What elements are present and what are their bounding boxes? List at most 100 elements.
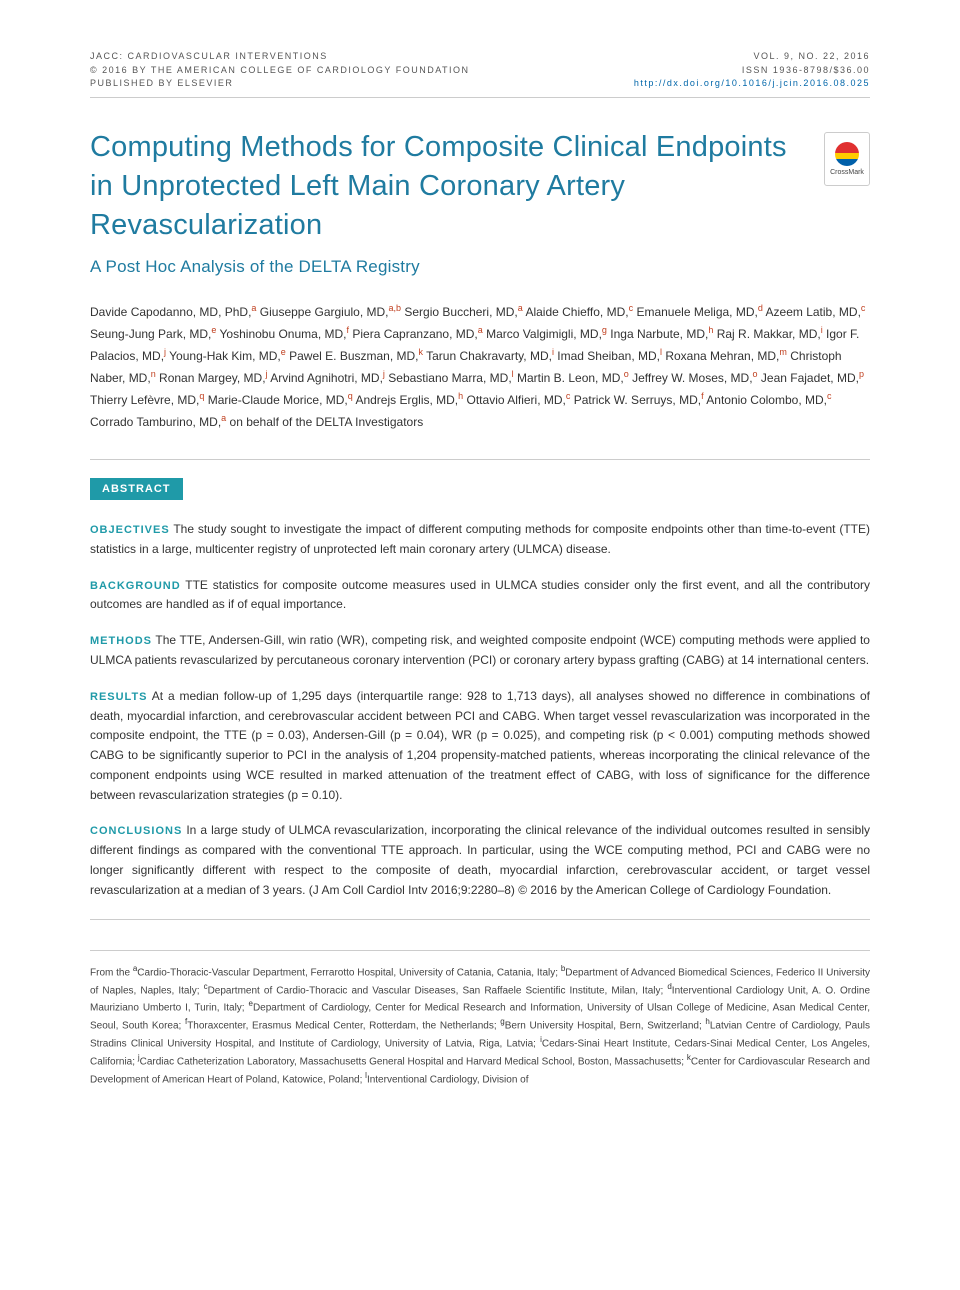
author: Marco Valgimigli, MD, xyxy=(486,327,602,341)
abstract-badge: ABSTRACT xyxy=(90,478,183,500)
authors-tail: on behalf of the DELTA Investigators xyxy=(230,415,424,429)
article-title: Computing Methods for Composite Clinical… xyxy=(90,128,870,245)
author-affiliation-ref: m xyxy=(779,347,787,357)
copyright-line: © 2016 BY THE AMERICAN COLLEGE OF CARDIO… xyxy=(90,64,470,78)
author-affiliation-ref: e xyxy=(211,325,216,335)
methods-head: METHODS xyxy=(90,635,152,647)
author: Jeffrey W. Moses, MD, xyxy=(632,371,752,385)
author-affiliation-ref: j xyxy=(164,347,166,357)
abstract-background: BACKGROUND TTE statistics for composite … xyxy=(90,576,870,616)
background-text: TTE statistics for composite outcome mea… xyxy=(90,578,870,612)
author: Young-Hak Kim, MD, xyxy=(169,349,281,363)
header-rule xyxy=(90,97,870,98)
author-affiliation-ref: n xyxy=(151,369,156,379)
author-affiliation-ref: a xyxy=(518,303,523,313)
author: Seung-Jung Park, MD, xyxy=(90,327,211,341)
author: Imad Sheiban, MD, xyxy=(557,349,660,363)
abstract-methods: METHODS The TTE, Andersen-Gill, win rati… xyxy=(90,631,870,671)
author: Sebastiano Marra, MD, xyxy=(388,371,511,385)
crossmark-label: CrossMark xyxy=(830,169,864,176)
author: Roxana Mehran, MD, xyxy=(665,349,779,363)
affiliation-text: Bern University Hospital, Bern, Switzerl… xyxy=(505,1020,706,1031)
abstract-conclusions: CONCLUSIONS In a large study of ULMCA re… xyxy=(90,821,870,900)
author-affiliation-ref: c xyxy=(827,391,832,401)
author-affiliation-ref: o xyxy=(624,369,629,379)
affiliation-text: Interventional Cardiology, Division of xyxy=(367,1074,529,1085)
author: Andrejs Erglis, MD, xyxy=(355,393,458,407)
author: Piera Capranzano, MD, xyxy=(352,327,477,341)
author-affiliation-ref: a xyxy=(221,413,226,423)
author: Jean Fajadet, MD, xyxy=(761,371,859,385)
author: Patrick W. Serruys, MD, xyxy=(574,393,701,407)
author: Raj R. Makkar, MD, xyxy=(717,327,821,341)
author-list: Davide Capodanno, MD, PhD,a Giuseppe Gar… xyxy=(90,301,870,433)
author-affiliation-ref: a,b xyxy=(389,303,402,313)
author: Sergio Buccheri, MD, xyxy=(404,305,517,319)
affiliation-text: Cardio-Thoracic-Vascular Department, Fer… xyxy=(137,967,561,978)
issn-info: ISSN 1936-8798/$36.00 xyxy=(634,64,870,78)
affiliation-text: Thoraxcenter, Erasmus Medical Center, Ro… xyxy=(187,1020,500,1031)
author-affiliation-ref: q xyxy=(199,391,204,401)
author-affiliation-ref: h xyxy=(708,325,713,335)
author-affiliation-ref: q xyxy=(348,391,353,401)
author-affiliation-ref: h xyxy=(458,391,463,401)
author: Azeem Latib, MD, xyxy=(766,305,861,319)
author-affiliation-ref: i xyxy=(552,347,554,357)
journal-name: JACC: CARDIOVASCULAR INTERVENTIONS xyxy=(90,50,470,64)
author: Pawel E. Buszman, MD, xyxy=(289,349,418,363)
publisher-line: PUBLISHED BY ELSEVIER xyxy=(90,77,470,91)
author: Yoshinobu Onuma, MD, xyxy=(220,327,347,341)
author-affiliation-ref: j xyxy=(266,369,268,379)
author-affiliation-ref: o xyxy=(753,369,758,379)
author: Thierry Lefèvre, MD, xyxy=(90,393,199,407)
background-head: BACKGROUND xyxy=(90,580,181,592)
journal-header: JACC: CARDIOVASCULAR INTERVENTIONS © 201… xyxy=(90,50,870,91)
conclusions-head: CONCLUSIONS xyxy=(90,825,182,837)
author-affiliation-ref: f xyxy=(347,325,350,335)
header-left: JACC: CARDIOVASCULAR INTERVENTIONS © 201… xyxy=(90,50,470,91)
author: Martin B. Leon, MD, xyxy=(517,371,624,385)
crossmark-icon xyxy=(835,142,859,166)
author-affiliation-ref: c xyxy=(861,303,866,313)
author-affiliation-ref: c xyxy=(629,303,634,313)
article-subtitle: A Post Hoc Analysis of the DELTA Registr… xyxy=(90,257,870,277)
author-affiliation-ref: g xyxy=(602,325,607,335)
author-affiliation-ref: i xyxy=(821,325,823,335)
author: Marie-Claude Morice, MD, xyxy=(208,393,348,407)
author: Alaide Chieffo, MD, xyxy=(525,305,628,319)
abstract-results: RESULTS At a median follow-up of 1,295 d… xyxy=(90,687,870,806)
author: Corrado Tamburino, MD, xyxy=(90,415,221,429)
author-affiliation-ref: d xyxy=(758,303,763,313)
author-affiliation-ref: j xyxy=(383,369,385,379)
author-affiliation-ref: c xyxy=(566,391,571,401)
crossmark-badge[interactable]: CrossMark xyxy=(824,132,870,186)
author-affiliation-ref: a xyxy=(478,325,483,335)
affiliation-text: Department of Cardio-Thoracic and Vascul… xyxy=(208,985,668,996)
methods-text: The TTE, Andersen-Gill, win ratio (WR), … xyxy=(90,633,870,667)
conclusions-text: In a large study of ULMCA revascularizat… xyxy=(90,823,870,896)
author: Inga Narbute, MD, xyxy=(610,327,708,341)
author-affiliation-ref: f xyxy=(701,391,704,401)
author: Tarun Chakravarty, MD, xyxy=(426,349,552,363)
abstract-objectives: OBJECTIVES The study sought to investiga… xyxy=(90,520,870,560)
author: Emanuele Meliga, MD, xyxy=(636,305,757,319)
author-affiliation-ref: p xyxy=(859,369,864,379)
affiliation-text: Cardiac Catheterization Laboratory, Mass… xyxy=(140,1056,687,1067)
doi-link[interactable]: http://dx.doi.org/10.1016/j.jcin.2016.08… xyxy=(634,77,870,91)
objectives-head: OBJECTIVES xyxy=(90,524,170,536)
author: Giuseppe Gargiulo, MD, xyxy=(260,305,389,319)
author-affiliation-ref: l xyxy=(660,347,662,357)
author: Antonio Colombo, MD, xyxy=(706,393,827,407)
affiliations-prefix: From the xyxy=(90,967,133,978)
objectives-text: The study sought to investigate the impa… xyxy=(90,522,870,556)
abstract-box: ABSTRACT OBJECTIVES The study sought to … xyxy=(90,459,870,920)
author-affiliation-ref: k xyxy=(419,347,424,357)
author-affiliation-ref: a xyxy=(251,303,256,313)
author: Arvind Agnihotri, MD, xyxy=(270,371,383,385)
author: Davide Capodanno, MD, PhD, xyxy=(90,305,251,319)
header-right: VOL. 9, NO. 22, 2016 ISSN 1936-8798/$36.… xyxy=(634,50,870,91)
author: Ottavio Alfieri, MD, xyxy=(467,393,566,407)
results-head: RESULTS xyxy=(90,691,148,703)
affiliations: From the aCardio-Thoracic-Vascular Depar… xyxy=(90,950,870,1088)
volume-info: VOL. 9, NO. 22, 2016 xyxy=(634,50,870,64)
